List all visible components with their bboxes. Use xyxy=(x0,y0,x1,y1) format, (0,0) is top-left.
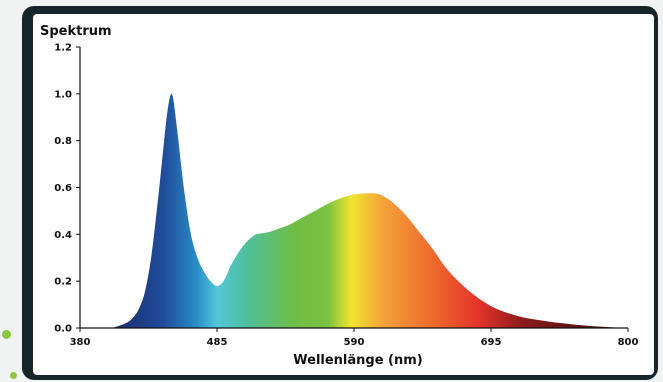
x-tick-label: 800 xyxy=(618,337,639,348)
y-tick-label: 0.2 xyxy=(54,277,72,288)
y-tick-label: 1.0 xyxy=(54,89,72,100)
y-tick-label: 0.6 xyxy=(54,183,72,194)
y-tick-label: 0.4 xyxy=(54,230,72,241)
x-tick-label: 380 xyxy=(70,337,91,348)
decorative-dot xyxy=(10,372,17,379)
spectrum-area xyxy=(112,93,629,328)
x-tick-label: 485 xyxy=(207,337,228,348)
y-tick-label: 0.0 xyxy=(54,324,72,335)
decorative-dot xyxy=(2,330,11,339)
x-tick-label: 590 xyxy=(344,337,365,348)
y-tick-label: 0.8 xyxy=(54,136,72,147)
chart-title: Spektrum xyxy=(40,24,112,39)
x-tick-label: 695 xyxy=(481,337,502,348)
y-tick-label: 1.2 xyxy=(54,43,72,54)
x-axis-title: Wellenlänge (nm) xyxy=(293,353,423,368)
